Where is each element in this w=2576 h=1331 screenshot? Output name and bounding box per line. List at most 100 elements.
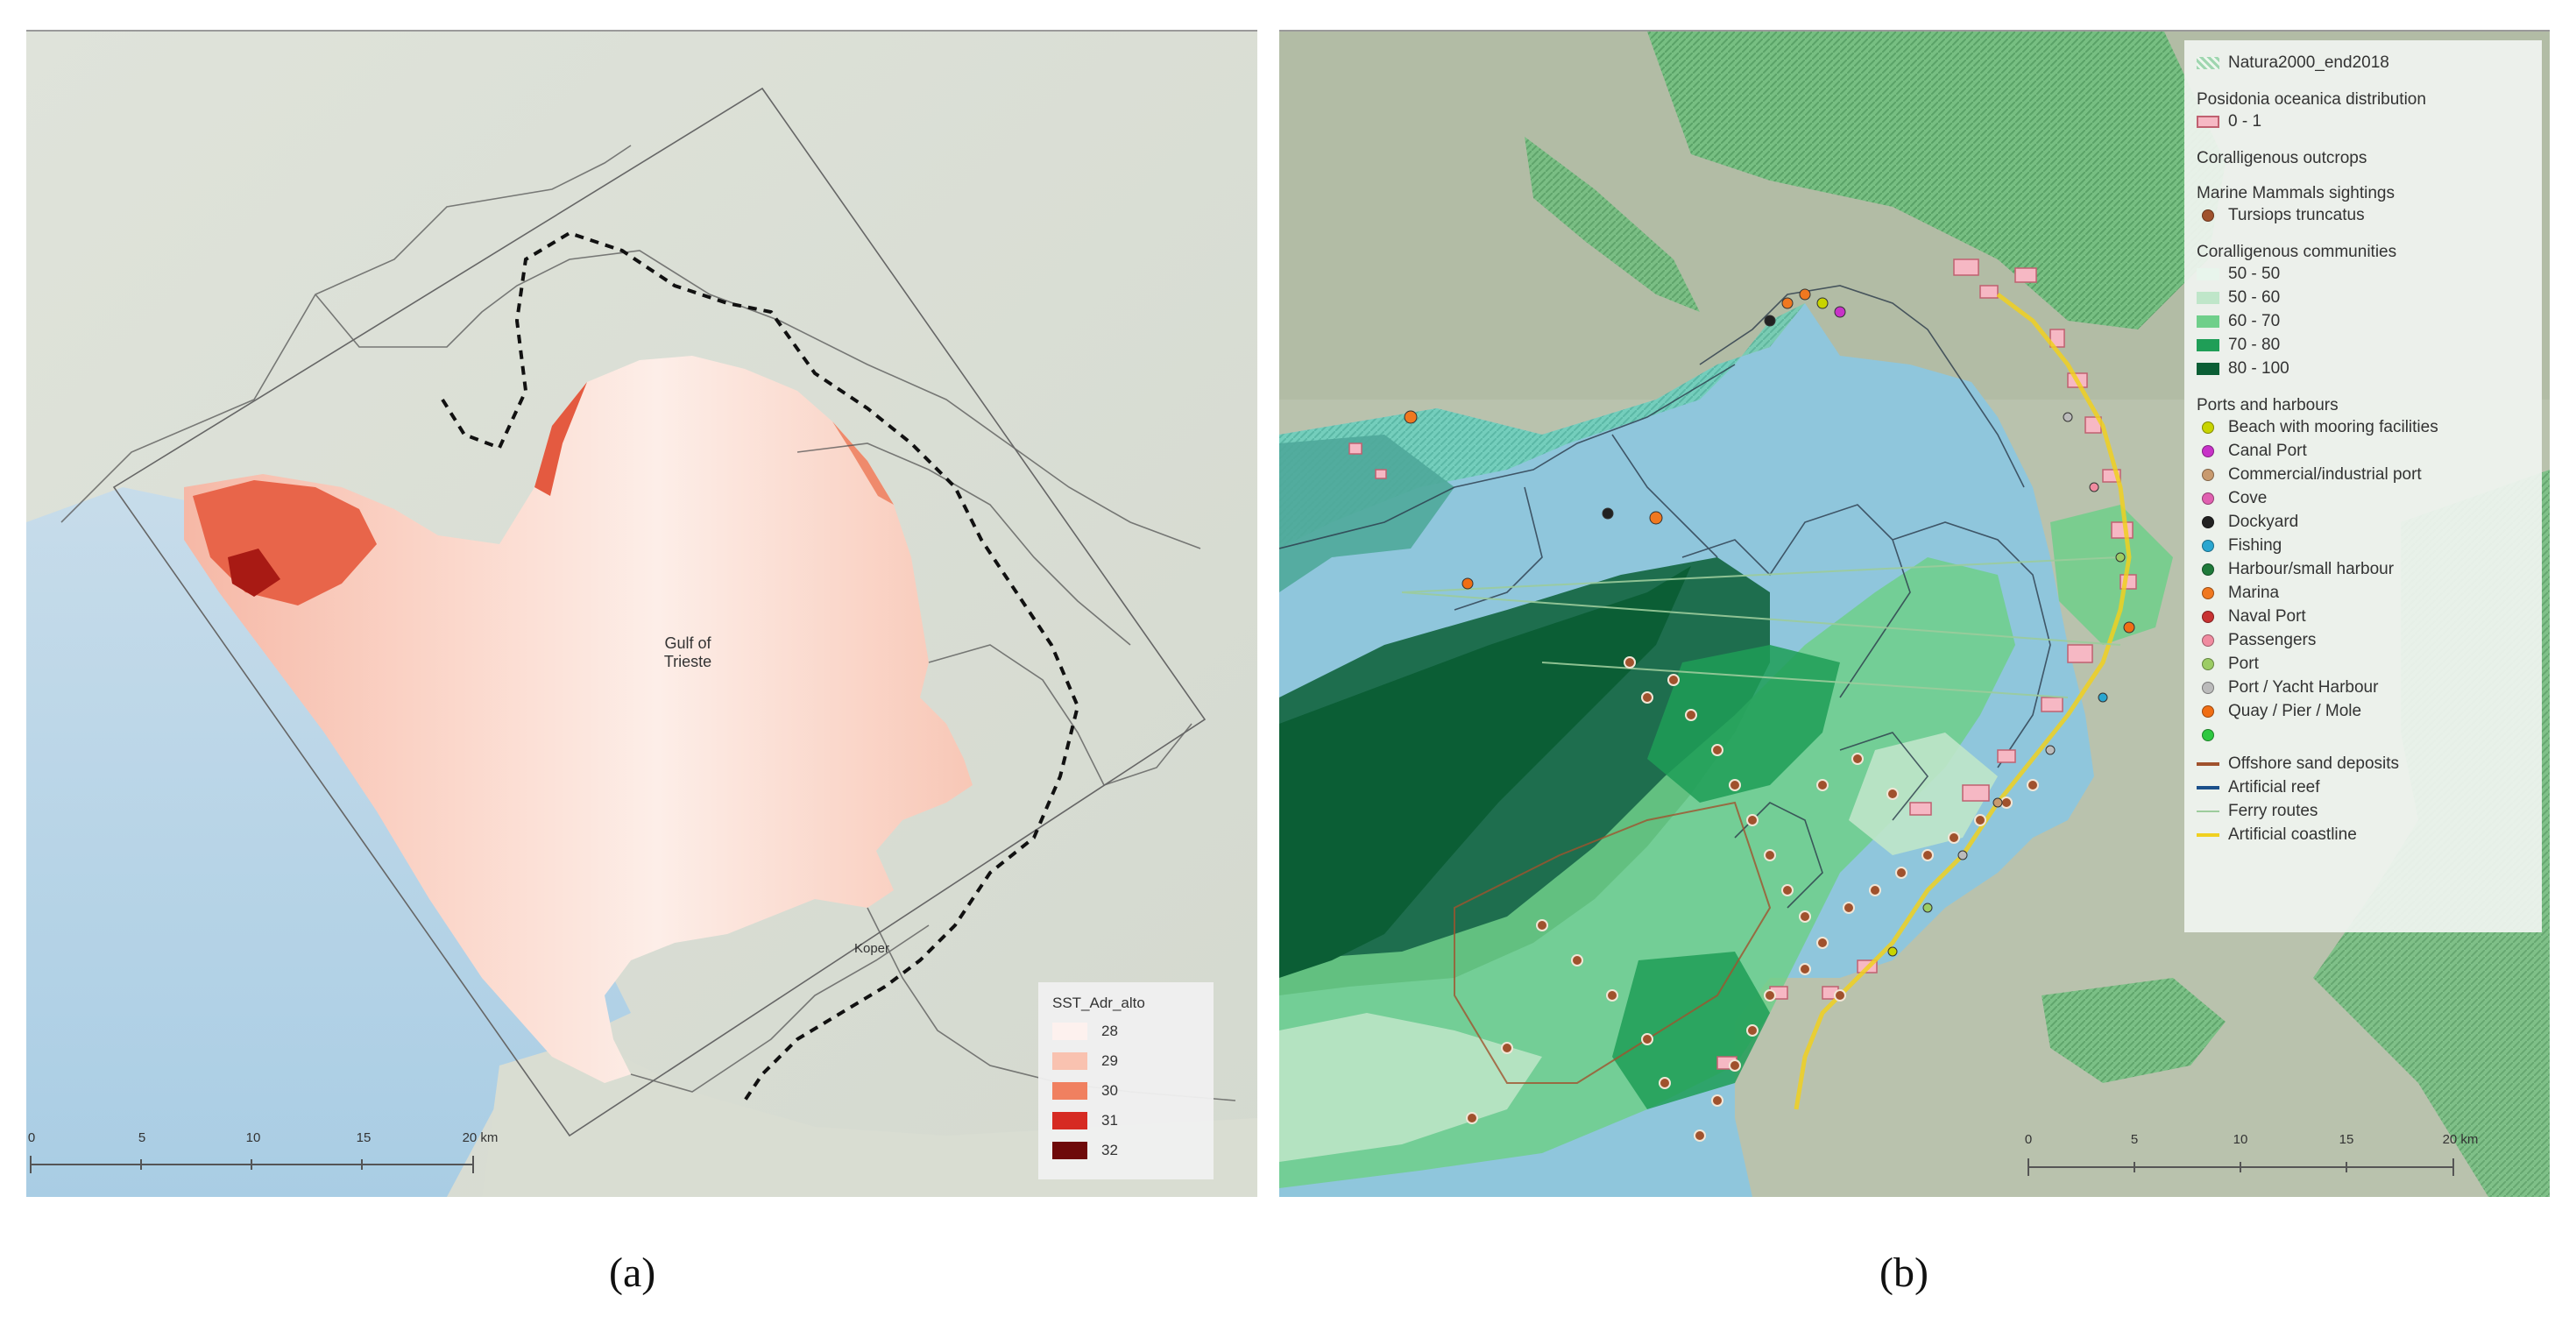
legend-item: Quay / Pier / Mole xyxy=(2197,699,2530,723)
place-label-town: Koper xyxy=(853,941,890,956)
artificial-coastline xyxy=(1794,293,2132,1110)
legend-dot xyxy=(2202,515,2214,528)
scale-tick-label: 10 xyxy=(2233,1132,2248,1147)
legend-label: 50 - 50 xyxy=(2228,264,2281,283)
legend-group-title: Marine Mammals sightings xyxy=(2197,184,2395,202)
legend-label: Natura2000_end2018 xyxy=(2228,53,2389,72)
offshore-sand-deposits xyxy=(1454,801,1772,1084)
legend-label: Fishing xyxy=(2228,535,2282,555)
warm-fringe xyxy=(534,382,587,496)
caption-b: (b) xyxy=(1879,1249,1928,1297)
legend-item: 0 - 1 xyxy=(2197,110,2530,133)
legend-label: Canal Port xyxy=(2228,441,2307,460)
legend-item: 32 xyxy=(1052,1142,1200,1159)
legend-dot xyxy=(2202,539,2214,552)
legend-dot xyxy=(2202,586,2214,599)
legend-label: Offshore sand deposits xyxy=(2228,754,2400,773)
scale-tick-label: 0 xyxy=(27,1130,36,1145)
legend-dot xyxy=(2202,634,2214,647)
legend-item: 60 - 70 xyxy=(2197,309,2530,333)
legend-item: Canal Port xyxy=(2197,439,2530,463)
legend-swatch xyxy=(2197,267,2219,280)
scale-bar xyxy=(2028,1158,2454,1176)
port-symbols xyxy=(1404,288,2135,957)
legend-label: Cove xyxy=(2228,488,2268,507)
coralligenous-60-70 xyxy=(2050,505,2173,645)
legend-label: Commercial/industrial port xyxy=(2228,464,2422,484)
map-panel-a: Gulf of Trieste Koper 0 5 10 15 20 km SS… xyxy=(26,30,1257,1197)
legend-dot xyxy=(2202,444,2214,457)
legend-dot xyxy=(2202,657,2214,670)
legend-item: Naval Port xyxy=(2197,605,2530,628)
legend-label: Naval Port xyxy=(2228,606,2306,626)
scale-tick-label: 5 xyxy=(138,1130,146,1145)
legend-item: 29 xyxy=(1052,1052,1200,1070)
legend-label: Tursiops truncatus xyxy=(2228,205,2365,224)
coralligenous-70-80 xyxy=(1647,645,1840,803)
legend-line xyxy=(2197,810,2219,812)
legend-label: Marina xyxy=(2228,583,2280,602)
legend-item: Natura2000_end2018 xyxy=(2197,51,2530,74)
legend-swatch xyxy=(2197,338,2219,351)
legend-label: Artificial coastline xyxy=(2228,825,2357,844)
legend-label: Dockyard xyxy=(2228,512,2299,531)
legend-item: 28 xyxy=(1052,1023,1200,1040)
legend-dot xyxy=(2202,492,2214,505)
scale-bar xyxy=(30,1156,474,1173)
coralligenous-outcrop xyxy=(1279,435,1454,592)
legend-label: 50 - 60 xyxy=(2228,287,2281,307)
legend-label: Passengers xyxy=(2228,630,2317,649)
scale-tick-label: 5 xyxy=(2130,1132,2139,1147)
map-panel-b: 0 5 10 15 20 km Natura2000_end2018 Posid… xyxy=(1279,30,2550,1197)
scale-tick-label: 15 xyxy=(2339,1132,2354,1147)
legend-label: 60 - 70 xyxy=(2228,311,2281,330)
coralligenous-70-80 xyxy=(1612,952,1770,1109)
legend-label: Ferry routes xyxy=(2228,801,2318,820)
legend-item xyxy=(2197,723,2530,747)
legend-dot xyxy=(2202,421,2214,434)
legend-line xyxy=(2197,832,2219,837)
legend-item: Port xyxy=(2197,652,2530,676)
legend-item: Cove xyxy=(2197,486,2530,510)
coralligenous-60-70 xyxy=(1279,557,2015,1188)
legend-label: Harbour/small harbour xyxy=(2228,559,2395,578)
sst-legend: SST_Adr_alto 28 29 30 31 32 xyxy=(1038,982,1214,1179)
legend-label: 0 - 1 xyxy=(2228,111,2262,131)
legend-swatch xyxy=(2197,291,2219,304)
legend-item: Beach with mooring facilities xyxy=(2197,415,2530,439)
legend-dot xyxy=(2202,610,2214,623)
legend-label: 29 xyxy=(1101,1052,1118,1069)
dolphin-sightings xyxy=(1466,656,2039,1142)
legend-label: Quay / Pier / Mole xyxy=(2228,701,2362,720)
coralligenous-50-60 xyxy=(1849,733,1998,855)
legend-dot xyxy=(2202,468,2214,481)
legend-item: 31 xyxy=(1052,1112,1200,1129)
legend-group-title: Coralligenous communities xyxy=(2197,243,2397,261)
legend-item: Commercial/industrial port xyxy=(2197,463,2530,486)
legend-label: 31 xyxy=(1101,1112,1118,1129)
natura2000-area xyxy=(1525,137,1700,312)
sst-gulf-layer xyxy=(184,356,973,1083)
legend-group-title: Coralligenous outcrops xyxy=(2197,149,2367,167)
legend-label: 28 xyxy=(1101,1023,1118,1039)
natura2000-area xyxy=(1647,32,2226,329)
legend-item: Tursiops truncatus xyxy=(2197,203,2530,227)
legend-label: 30 xyxy=(1101,1082,1118,1099)
legend-item: 70 - 80 xyxy=(2197,333,2530,357)
legend-swatch xyxy=(2197,362,2219,375)
legend-group-title: Posidonia oceanica distribution xyxy=(2197,90,2426,109)
legend-swatch xyxy=(1052,1112,1087,1129)
legend-item: Artificial coastline xyxy=(2197,823,2530,846)
place-label-gulf: Gulf of Trieste xyxy=(640,634,736,671)
caption-a: (a) xyxy=(609,1249,655,1297)
legend-line xyxy=(2197,785,2219,789)
legend-item: Ferry routes xyxy=(2197,799,2530,823)
place-label-gulf-line2: Trieste xyxy=(663,653,712,670)
legend-label: Port xyxy=(2228,654,2259,673)
place-label-gulf-line1: Gulf of xyxy=(664,634,711,652)
admin-boundaries xyxy=(60,145,1236,1101)
scale-tick-label: 20 km xyxy=(2442,1132,2479,1147)
legend-dot xyxy=(2202,704,2214,718)
legend-dot xyxy=(2202,681,2214,694)
legend-item: 80 - 100 xyxy=(2197,357,2530,380)
